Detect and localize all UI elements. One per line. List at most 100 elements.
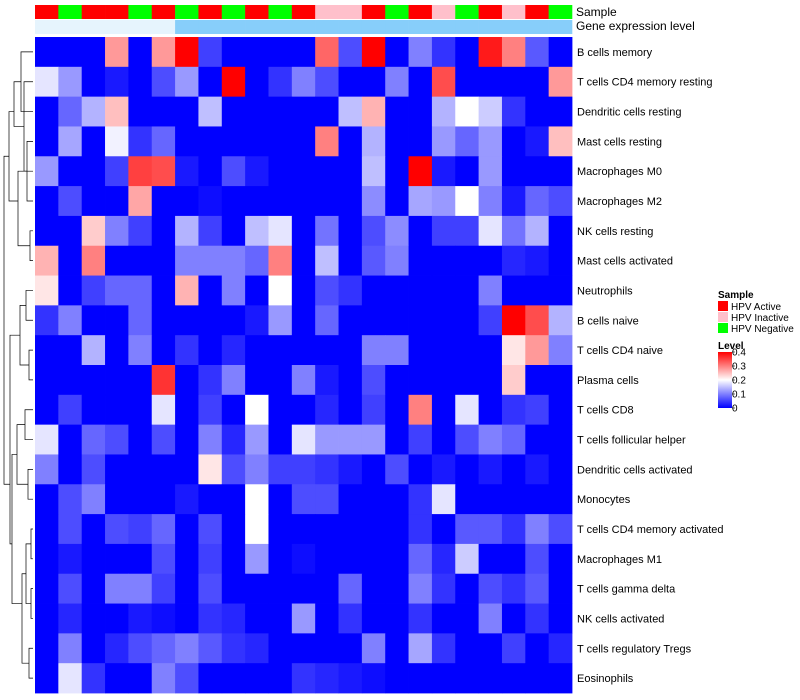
heatmap-cell bbox=[315, 126, 339, 157]
heatmap-cell bbox=[338, 543, 363, 575]
heatmap-cell bbox=[361, 156, 386, 187]
heatmap-cell bbox=[151, 186, 176, 217]
heatmap-cell bbox=[315, 543, 339, 575]
heatmap-cell bbox=[431, 156, 456, 187]
heatmap-cell bbox=[268, 126, 293, 157]
heatmap-cell bbox=[35, 156, 59, 187]
gene-annotation-cell bbox=[478, 20, 503, 34]
heatmap-cell bbox=[501, 96, 526, 127]
heatmap-cell bbox=[128, 245, 153, 276]
heatmap-cell bbox=[105, 245, 129, 276]
heatmap-cell bbox=[245, 633, 269, 664]
heatmap-cell bbox=[245, 96, 269, 127]
gene-annotation-cell bbox=[338, 20, 363, 34]
heatmap-cell bbox=[385, 335, 409, 366]
row-label: T cells CD4 memory resting bbox=[577, 77, 713, 89]
dendrogram-branch bbox=[3, 155, 10, 485]
heatmap-cell bbox=[175, 573, 199, 604]
heatmap-cell bbox=[408, 454, 433, 485]
sample-annotation-cell bbox=[431, 5, 456, 19]
heatmap-cell bbox=[478, 66, 503, 98]
heatmap-cell bbox=[455, 245, 480, 276]
heatmap-cell bbox=[128, 484, 153, 515]
heatmap-cell bbox=[175, 335, 199, 366]
heatmap-cell bbox=[198, 394, 223, 426]
heatmap-cell bbox=[525, 96, 550, 127]
sample-annotation-cell bbox=[245, 5, 269, 19]
heatmap-cell bbox=[151, 484, 176, 515]
heatmap-cell bbox=[315, 37, 339, 68]
heatmap-cell bbox=[58, 96, 83, 127]
heatmap-cell bbox=[35, 96, 59, 127]
heatmap-cell bbox=[478, 663, 503, 694]
heatmap-cell bbox=[105, 126, 129, 157]
heatmap-cell bbox=[408, 543, 433, 575]
heatmap-cell bbox=[501, 66, 526, 98]
heatmap-cell bbox=[105, 275, 129, 306]
legend-sample-label: HPV Inactive bbox=[731, 313, 789, 324]
heatmap-cell bbox=[128, 96, 153, 127]
heatmap-cell bbox=[361, 454, 386, 485]
heatmap-cell bbox=[525, 543, 550, 575]
heatmap-cell bbox=[268, 186, 293, 217]
sample-annotation-cell bbox=[338, 5, 363, 19]
heatmap-cell bbox=[151, 514, 176, 545]
heatmap-cell bbox=[361, 543, 386, 575]
heatmap-cell bbox=[221, 275, 246, 306]
heatmap-cell bbox=[58, 305, 83, 336]
heatmap-cell bbox=[291, 66, 316, 98]
heatmap-cell bbox=[338, 514, 363, 545]
heatmap-cell bbox=[105, 394, 129, 426]
heatmap-cell bbox=[81, 484, 106, 515]
legend-sample-label: HPV Negative bbox=[731, 324, 794, 335]
heatmap-cell bbox=[58, 156, 83, 187]
heatmap-cell bbox=[455, 603, 480, 634]
heatmap-cell bbox=[455, 543, 480, 575]
heatmap-cell bbox=[315, 484, 339, 515]
heatmap-cell bbox=[268, 663, 293, 694]
heatmap-cell bbox=[175, 484, 199, 515]
heatmap-cell bbox=[525, 424, 550, 455]
heatmap-cell bbox=[291, 514, 316, 545]
heatmap-cell bbox=[338, 454, 363, 485]
heatmap-cell bbox=[128, 603, 153, 634]
heatmap-cell bbox=[58, 365, 83, 396]
heatmap-cell bbox=[361, 633, 386, 664]
heatmap-cell bbox=[198, 603, 223, 634]
heatmap-cell bbox=[58, 543, 83, 575]
heatmap-cell bbox=[81, 454, 106, 485]
gene-annotation-cell bbox=[151, 20, 176, 34]
heatmap-cell bbox=[431, 514, 456, 545]
heatmap-cell bbox=[221, 663, 246, 694]
heatmap-cell bbox=[58, 245, 83, 276]
heatmap-cell bbox=[361, 484, 386, 515]
gene-annotation-cell bbox=[501, 20, 526, 34]
heatmap-cell bbox=[81, 633, 106, 664]
row-label: Macrophages M2 bbox=[577, 196, 662, 208]
row-label: NK cells resting bbox=[577, 226, 653, 238]
heatmap-cell bbox=[58, 126, 83, 157]
heatmap-cell bbox=[548, 305, 573, 336]
row-label: B cells naive bbox=[577, 315, 639, 327]
heatmap-cell bbox=[315, 663, 339, 694]
heatmap-cell bbox=[221, 305, 246, 336]
heatmap-cell bbox=[525, 394, 550, 426]
sample-annotation-cell bbox=[105, 5, 129, 19]
heatmap-cell bbox=[408, 663, 433, 694]
heatmap-cell bbox=[198, 215, 223, 247]
heatmap-cell bbox=[501, 186, 526, 217]
heatmap-cell bbox=[315, 365, 339, 396]
heatmap-cell bbox=[501, 633, 526, 664]
heatmap-cell bbox=[525, 245, 550, 276]
heatmap-cell bbox=[385, 663, 409, 694]
row-label: Monocytes bbox=[577, 494, 631, 506]
row-label: Macrophages M0 bbox=[577, 166, 662, 178]
heatmap-cell bbox=[478, 454, 503, 485]
heatmap-cell bbox=[455, 365, 480, 396]
heatmap-cell bbox=[338, 663, 363, 694]
heatmap-cell bbox=[385, 245, 409, 276]
heatmap-cell bbox=[245, 275, 269, 306]
legend-level-tick-label: 0.2 bbox=[732, 376, 746, 387]
heatmap-cell bbox=[361, 305, 386, 336]
heatmap-cell bbox=[105, 573, 129, 604]
